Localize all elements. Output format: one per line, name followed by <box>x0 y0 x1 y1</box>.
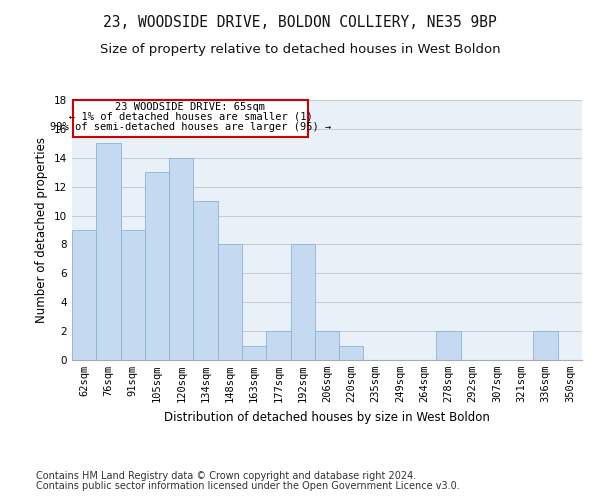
Bar <box>121 230 145 360</box>
Text: ← 1% of detached houses are smaller (1): ← 1% of detached houses are smaller (1) <box>68 112 312 122</box>
Bar <box>169 158 193 360</box>
Text: 23 WOODSIDE DRIVE: 65sqm: 23 WOODSIDE DRIVE: 65sqm <box>115 102 265 112</box>
Bar <box>193 201 218 360</box>
Bar <box>315 331 339 360</box>
Text: Contains HM Land Registry data © Crown copyright and database right 2024.: Contains HM Land Registry data © Crown c… <box>36 471 416 481</box>
Bar <box>218 244 242 360</box>
Text: Size of property relative to detached houses in West Boldon: Size of property relative to detached ho… <box>100 42 500 56</box>
Bar <box>145 172 169 360</box>
Bar <box>533 331 558 360</box>
Bar <box>242 346 266 360</box>
FancyBboxPatch shape <box>73 100 308 137</box>
Text: 23, WOODSIDE DRIVE, BOLDON COLLIERY, NE35 9BP: 23, WOODSIDE DRIVE, BOLDON COLLIERY, NE3… <box>103 15 497 30</box>
Bar <box>436 331 461 360</box>
Text: 99% of semi-detached houses are larger (95) →: 99% of semi-detached houses are larger (… <box>50 122 331 132</box>
Bar <box>96 144 121 360</box>
Bar <box>290 244 315 360</box>
Bar <box>266 331 290 360</box>
X-axis label: Distribution of detached houses by size in West Boldon: Distribution of detached houses by size … <box>164 410 490 424</box>
Text: Contains public sector information licensed under the Open Government Licence v3: Contains public sector information licen… <box>36 481 460 491</box>
Y-axis label: Number of detached properties: Number of detached properties <box>35 137 49 323</box>
Bar <box>72 230 96 360</box>
Bar <box>339 346 364 360</box>
